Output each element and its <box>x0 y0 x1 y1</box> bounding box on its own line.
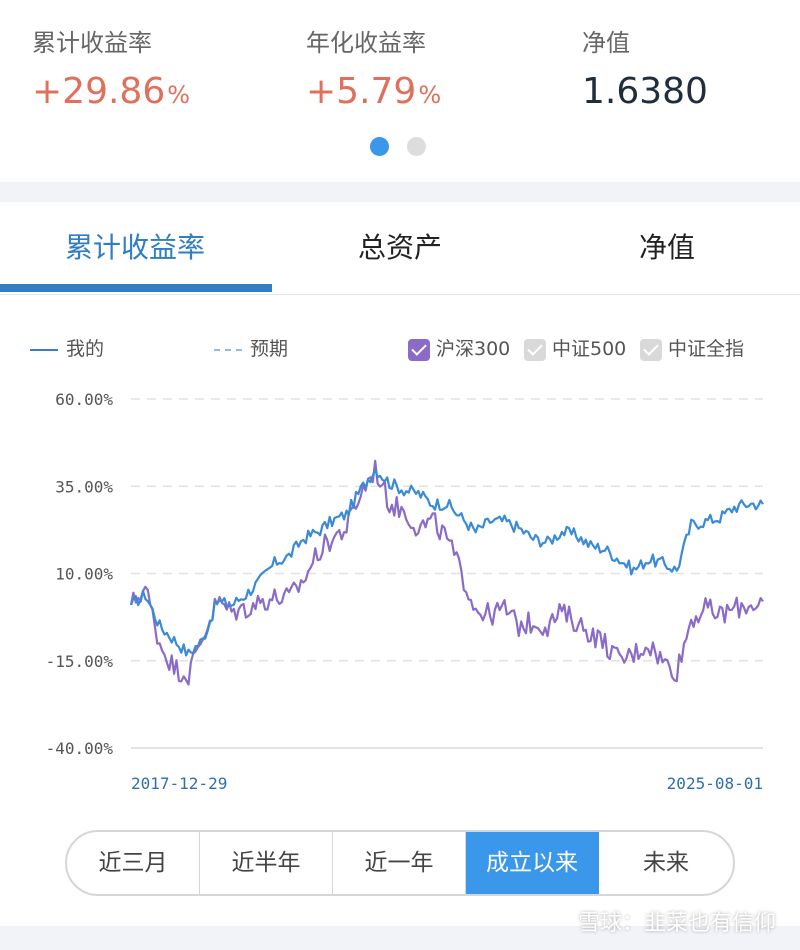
cumulative-return-label: 累计收益率 <box>32 29 152 57</box>
page-indicator[interactable] <box>370 137 444 160</box>
metric-tabs: 累计收益率 总资产 净值 <box>0 202 800 295</box>
range-3m-button[interactable]: 近三月 <box>67 832 200 894</box>
annualized-return-value: +5.79% <box>306 71 442 112</box>
y-axis-ticks: 60.00% 35.00% 10.00% -15.00% -40.00% <box>46 390 114 758</box>
toggle-zz500-label: 中证500 <box>552 338 627 360</box>
dashed-line-icon <box>214 348 242 351</box>
x-tick-start: 2017-12-29 <box>131 774 227 793</box>
nav-label: 净值 <box>582 29 630 57</box>
checkbox-unchecked-icon[interactable] <box>524 338 546 361</box>
range-1y-button[interactable]: 近一年 <box>333 832 466 894</box>
tab-cumulative-return[interactable]: 累计收益率 <box>64 231 205 264</box>
checkbox-unchecked-icon[interactable] <box>640 338 662 361</box>
watermark: 雪球：韭菜也有信仰 <box>577 911 776 936</box>
y-tick-label: 10.00% <box>55 565 113 584</box>
time-range-selector: 近三月 近半年 近一年 成立以来 未来 <box>65 830 735 896</box>
chart-legend: 我的 预期 沪深300 中证500 中证全指 <box>0 332 800 366</box>
range-since-inception-button[interactable]: 成立以来 <box>466 832 599 894</box>
toggle-zzall[interactable]: 中证全指 <box>640 332 744 366</box>
toggle-hs300-label: 沪深300 <box>436 338 511 360</box>
cumulative-return-stat: 累计收益率 +29.86% <box>32 28 190 117</box>
chart-series <box>129 459 764 686</box>
y-tick-label: 60.00% <box>55 390 113 409</box>
legend-expected: 预期 <box>214 332 288 366</box>
toggle-hs300[interactable]: 沪深300 <box>408 332 510 366</box>
bottom-divider <box>0 926 800 950</box>
y-tick-label: -40.00% <box>46 739 114 758</box>
summary-panel[interactable]: 累计收益率 +29.86% 年化收益率 +5.79% 净值 1.6380 <box>0 0 800 182</box>
checkbox-checked-icon[interactable] <box>408 338 430 361</box>
series-line-hs300 <box>129 459 764 686</box>
nav-value: 1.6380 <box>582 71 708 112</box>
tab-total-assets[interactable]: 总资产 <box>357 231 442 264</box>
annualized-return-stat: 年化收益率 +5.79% <box>306 28 441 117</box>
legend-mine-label: 我的 <box>66 338 105 360</box>
legend-mine: 我的 <box>30 332 104 366</box>
return-chart[interactable]: 60.00% 35.00% 10.00% -15.00% -40.00% 2017-12… <box>0 380 800 800</box>
toggle-zzall-label: 中证全指 <box>668 338 745 360</box>
y-tick-label: -15.00% <box>46 652 114 671</box>
x-tick-end: 2025-08-01 <box>667 774 763 793</box>
solid-line-icon <box>30 348 58 351</box>
range-6m-button[interactable]: 近半年 <box>200 832 333 894</box>
nav-stat: 净值 1.6380 <box>582 28 708 114</box>
chart-grid <box>131 398 763 749</box>
annualized-return-label: 年化收益率 <box>306 29 426 57</box>
y-tick-label: 35.00% <box>55 477 113 496</box>
series-line-mine <box>129 468 764 657</box>
active-tab-indicator <box>0 284 272 292</box>
legend-expected-label: 预期 <box>250 338 289 360</box>
page-dot-1[interactable] <box>370 137 389 156</box>
tab-nav[interactable]: 净值 <box>638 231 695 264</box>
page-dot-2[interactable] <box>407 137 426 156</box>
range-future-button[interactable]: 未来 <box>643 850 689 876</box>
toggle-zz500[interactable]: 中证500 <box>524 332 626 366</box>
section-divider <box>0 182 800 202</box>
cumulative-return-value: +29.86% <box>32 71 191 112</box>
